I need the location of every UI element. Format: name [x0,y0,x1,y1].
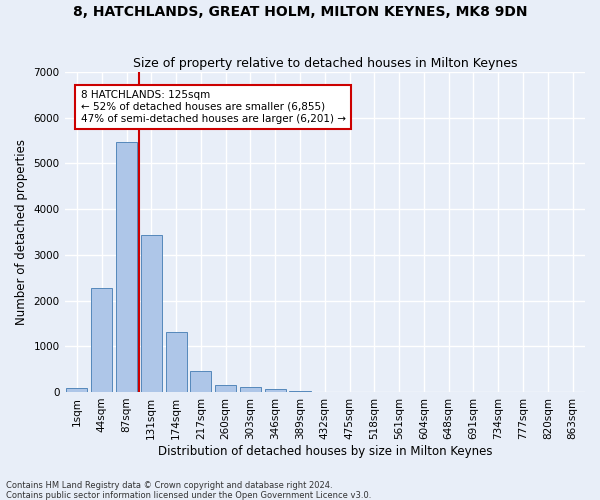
Title: Size of property relative to detached houses in Milton Keynes: Size of property relative to detached ho… [133,56,517,70]
Text: Contains public sector information licensed under the Open Government Licence v3: Contains public sector information licen… [6,490,371,500]
Text: Contains HM Land Registry data © Crown copyright and database right 2024.: Contains HM Land Registry data © Crown c… [6,480,332,490]
Bar [166,332,187,392]
Bar [289,390,311,392]
Text: 8 HATCHLANDS: 125sqm
← 52% of detached houses are smaller (6,855)
47% of semi-de: 8 HATCHLANDS: 125sqm ← 52% of detached h… [80,90,346,124]
Y-axis label: Number of detached properties: Number of detached properties [15,139,28,325]
Bar [116,142,137,392]
Bar [91,288,112,392]
Bar [67,388,88,392]
X-axis label: Distribution of detached houses by size in Milton Keynes: Distribution of detached houses by size … [158,444,492,458]
Bar [141,234,162,392]
Bar [190,371,211,392]
Bar [215,385,236,392]
Text: 8, HATCHLANDS, GREAT HOLM, MILTON KEYNES, MK8 9DN: 8, HATCHLANDS, GREAT HOLM, MILTON KEYNES… [73,5,527,19]
Bar [240,388,261,392]
Bar [265,389,286,392]
